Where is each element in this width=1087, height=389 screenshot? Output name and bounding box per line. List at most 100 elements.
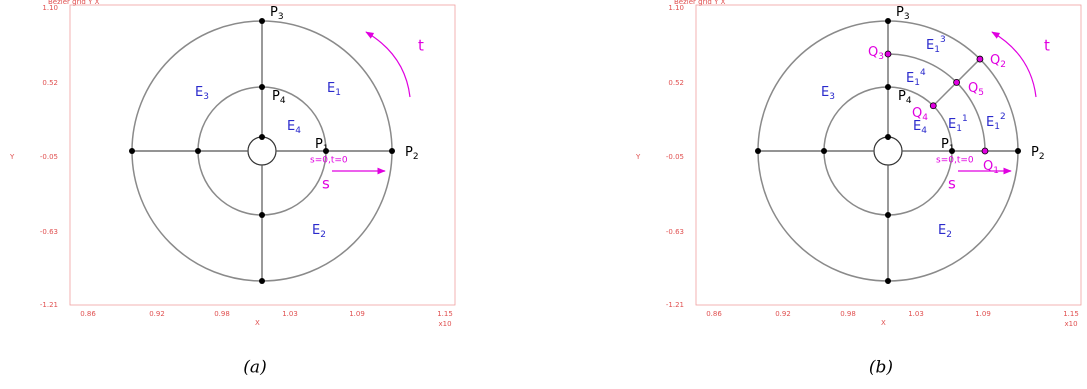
region-label-sub: 1 xyxy=(934,45,940,55)
control-point xyxy=(755,148,761,154)
point-label-main: P xyxy=(941,137,949,152)
y-tick-label: -0.63 xyxy=(40,228,58,236)
region-label: E3 xyxy=(195,85,209,102)
q-label-sub: 5 xyxy=(978,88,984,98)
region-label: E14 xyxy=(906,68,926,88)
x-axis-label: X xyxy=(255,319,260,327)
region-label-sub: 1 xyxy=(956,124,962,134)
region-label-sub: 3 xyxy=(203,92,209,102)
region-label-sub: 2 xyxy=(946,230,952,240)
point-label-sub: 2 xyxy=(413,152,419,162)
region-label-sup: 4 xyxy=(920,68,926,78)
control-point xyxy=(885,278,891,284)
control-point xyxy=(885,134,891,140)
point-label-main: P xyxy=(1031,145,1039,160)
control-point xyxy=(259,212,265,218)
hole-circle xyxy=(247,136,277,166)
point-label-sub: 2 xyxy=(1039,152,1045,162)
x-tick-label: 1.03 xyxy=(908,310,924,318)
region-label-sub: 2 xyxy=(320,230,326,240)
caption: (a) xyxy=(243,358,266,378)
x-tick-label: 0.98 xyxy=(214,310,230,318)
q-label: Q2 xyxy=(990,53,1006,70)
y-tick-label: 1.10 xyxy=(42,4,58,12)
region-label: E4 xyxy=(913,119,927,136)
point-label-sub: 3 xyxy=(278,12,284,22)
q-point xyxy=(929,102,937,110)
region-label-sub: 4 xyxy=(921,126,927,136)
y-axis-label: Y xyxy=(9,153,15,161)
region-label-sub: 1 xyxy=(994,122,1000,132)
q-label-main: Q xyxy=(912,106,922,121)
s-label: s xyxy=(948,175,956,193)
q-label: Q4 xyxy=(912,106,928,123)
control-point xyxy=(259,84,265,90)
point-label: P1 xyxy=(941,137,955,154)
region-label-sub: 3 xyxy=(829,92,835,102)
x-tick-label: 0.92 xyxy=(149,310,165,318)
y-tick-label: -0.05 xyxy=(40,153,58,161)
region-label-main: E xyxy=(986,115,994,130)
origin-label: s=0,t=0 xyxy=(310,156,348,166)
point-label-main: P xyxy=(272,89,280,104)
q-label-sub: 2 xyxy=(1000,60,1006,70)
q-label-sub: 4 xyxy=(922,113,928,123)
q-point xyxy=(981,147,989,155)
point-label: P2 xyxy=(1031,145,1045,162)
region-label-main: E xyxy=(821,85,829,100)
control-point xyxy=(259,134,265,140)
x-tick-label: 0.86 xyxy=(80,310,96,318)
point-label-main: P xyxy=(896,5,904,20)
control-point xyxy=(821,148,827,154)
t-label: t xyxy=(418,37,424,55)
caption: (b) xyxy=(869,358,893,378)
region-label-sub: 1 xyxy=(335,88,341,98)
region-label-main: E xyxy=(913,119,921,134)
plot-header: Bezier grid Y X xyxy=(674,0,726,6)
control-point xyxy=(259,18,265,24)
control-point xyxy=(323,148,329,154)
x-tick-label: 1.03 xyxy=(282,310,298,318)
point-label: P4 xyxy=(898,89,912,106)
t-arrow xyxy=(365,31,411,98)
region-label-sup: 2 xyxy=(1000,112,1006,122)
x-tick-label: 0.92 xyxy=(775,310,791,318)
q-label-main: Q xyxy=(990,53,1000,68)
point-label-sub: 3 xyxy=(904,12,910,22)
region-label: E13 xyxy=(926,35,946,55)
x-tick-label: 0.98 xyxy=(840,310,856,318)
s-label: s xyxy=(322,175,330,193)
point-label: P3 xyxy=(270,5,284,22)
point-label-main: P xyxy=(405,145,413,160)
control-point xyxy=(1015,148,1021,154)
point-label-main: P xyxy=(898,89,906,104)
point-label-sub: 4 xyxy=(280,96,286,106)
region-label-main: E xyxy=(312,223,320,238)
region-label: E11 xyxy=(948,114,968,134)
point-label: P4 xyxy=(272,89,286,106)
control-point xyxy=(885,84,891,90)
region-label-sub: 1 xyxy=(914,78,920,88)
region-label-main: E xyxy=(926,38,934,53)
point-label-main: P xyxy=(315,137,323,152)
x-axis-label: X xyxy=(881,319,886,327)
origin-label: s=0,t=0 xyxy=(936,156,974,166)
region-label: E2 xyxy=(938,223,952,240)
y-tick-label: -0.05 xyxy=(666,153,684,161)
region-label-main: E xyxy=(948,117,956,132)
region-label-main: E xyxy=(938,223,946,238)
region-label: E1 xyxy=(327,81,341,98)
control-point xyxy=(885,212,891,218)
plot-frame xyxy=(695,4,1082,306)
control-point xyxy=(885,18,891,24)
control-point xyxy=(389,148,395,154)
t-arrow xyxy=(991,31,1037,98)
q-point xyxy=(976,55,984,63)
control-point xyxy=(259,278,265,284)
point-label-sub: 1 xyxy=(323,144,329,154)
region-label-sub: 4 xyxy=(295,126,301,136)
control-point xyxy=(195,148,201,154)
q-point xyxy=(953,79,960,86)
y-tick-label: 1.10 xyxy=(668,4,684,12)
